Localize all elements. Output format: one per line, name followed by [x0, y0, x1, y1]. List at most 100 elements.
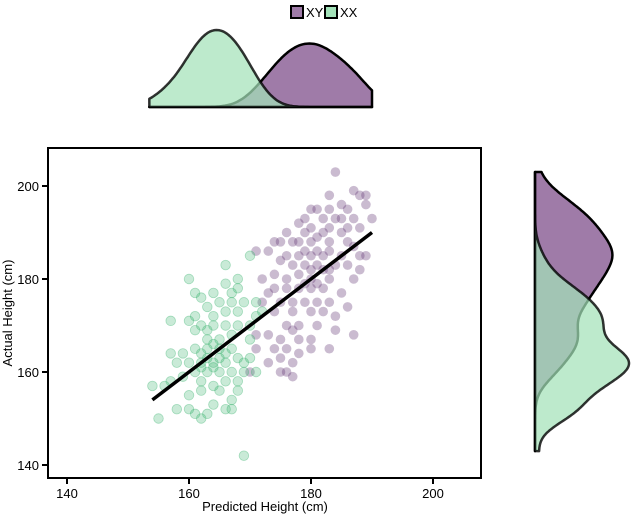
point-xx [202, 301, 213, 313]
point-xx [183, 404, 195, 415]
point-xx [232, 352, 244, 364]
point-xy [342, 237, 353, 247]
point-xy [355, 264, 365, 275]
point-xx [220, 306, 231, 317]
point-xx [250, 366, 262, 378]
point-xy [330, 213, 341, 224]
point-xy [294, 348, 304, 359]
density-xx [148, 28, 374, 109]
point-xy [269, 237, 280, 247]
point-xy [275, 334, 286, 345]
point-xx [220, 357, 231, 368]
y-tick-label: 200 [17, 179, 39, 194]
point-xy [281, 367, 292, 377]
point-xy [300, 297, 310, 308]
x-tick-label: 200 [422, 486, 444, 501]
point-xx [177, 348, 189, 359]
point-xy [318, 250, 329, 261]
point-xx [189, 343, 201, 354]
point-xy [300, 213, 310, 224]
point-xy [275, 367, 286, 377]
legend-label-xx: XX [340, 5, 358, 20]
point-xy [348, 274, 359, 284]
point-xy [348, 213, 359, 224]
right-density-plot [533, 170, 631, 453]
point-xy [257, 274, 268, 284]
point-xx [183, 315, 195, 327]
point-xy [281, 227, 292, 238]
y-axis-label: Actual Height (cm) [0, 260, 15, 367]
point-xy [306, 250, 316, 261]
point-xx [250, 297, 262, 308]
point-xx [232, 320, 244, 331]
top-density-plot [148, 28, 374, 109]
point-xx [238, 366, 250, 378]
point-xy [306, 264, 316, 275]
point-xy [287, 306, 298, 317]
point-xx [238, 297, 250, 308]
point-xy [281, 320, 292, 331]
y-tick-label: 140 [17, 458, 39, 473]
point-xy [324, 343, 335, 354]
legend-swatch-xx [324, 5, 338, 19]
point-xy [245, 367, 255, 377]
point-xy [269, 283, 280, 294]
point-xx [214, 352, 225, 364]
point-xy [336, 213, 347, 224]
point-xx [153, 413, 164, 424]
point-xx [189, 311, 201, 322]
point-xx [208, 380, 219, 392]
point-xy [306, 306, 316, 317]
point-xy [336, 227, 347, 238]
x-tick-label: 140 [56, 486, 78, 501]
point-xy [287, 357, 298, 368]
point-xx [202, 408, 213, 420]
point-xx [232, 376, 244, 387]
point-xx [214, 297, 225, 308]
point-xx [183, 273, 195, 285]
point-xx [208, 362, 219, 373]
point-xy [355, 250, 365, 261]
point-xx [232, 273, 244, 285]
point-xy [312, 297, 322, 308]
legend-label-xy: XY [306, 5, 324, 20]
point-xy [275, 237, 286, 247]
point-xx [226, 404, 237, 415]
point-xy [318, 213, 329, 224]
y-tick-label: 180 [17, 272, 39, 287]
point-xy [312, 278, 322, 289]
point-xy [348, 330, 359, 340]
points-layer [147, 167, 377, 461]
point-xx [189, 408, 201, 420]
density-xx [533, 170, 631, 453]
point-xy [294, 320, 304, 331]
point-xx [195, 348, 207, 359]
y-tick-label: 160 [17, 365, 39, 380]
point-xy [263, 288, 274, 298]
point-xy [281, 250, 292, 261]
point-xy [324, 246, 335, 256]
point-xx [214, 334, 225, 345]
point-xx [171, 404, 183, 415]
point-xy [324, 274, 335, 284]
point-xy [342, 260, 353, 270]
point-xx [183, 357, 195, 368]
point-xy [281, 343, 292, 354]
point-xy [281, 283, 292, 294]
y-axis: 140 160 180 200 [17, 179, 48, 473]
point-xy [300, 260, 310, 270]
point-xx [226, 366, 237, 378]
point-xy [294, 237, 304, 247]
point-xy [312, 246, 322, 256]
point-xy [257, 297, 268, 308]
point-xx [165, 315, 176, 327]
legend: XY XX [290, 5, 358, 20]
point-xy [324, 190, 335, 201]
point-xx [238, 357, 250, 368]
point-xy [287, 325, 298, 335]
point-xy [324, 223, 335, 233]
point-xy [330, 311, 341, 322]
point-xx [208, 399, 219, 410]
point-xy [294, 334, 304, 345]
